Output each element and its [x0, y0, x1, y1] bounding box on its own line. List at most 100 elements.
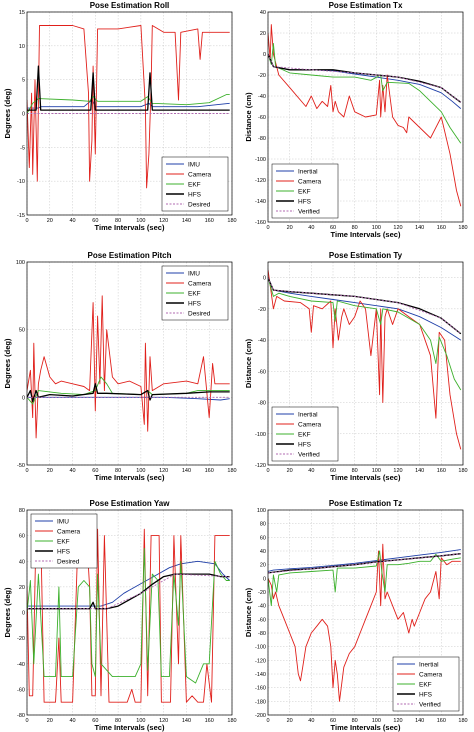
- chart-title: Pose Estimation Pitch: [87, 251, 171, 260]
- x-tick-label: 140: [415, 225, 424, 231]
- y-tick-label: -10: [17, 179, 25, 185]
- legend-label-desired: Desired: [188, 201, 211, 208]
- series-group: [268, 269, 462, 450]
- series-line-hfs: [27, 573, 230, 610]
- y-tick-label: -200: [255, 713, 266, 719]
- x-tick-label: 40: [308, 468, 314, 474]
- legend: IMU Camera EKF HFS Desired: [161, 156, 229, 212]
- y-tick-label: -100: [255, 432, 266, 438]
- y-tick-label: 50: [19, 328, 25, 334]
- legend-label-camera: Camera: [57, 528, 81, 535]
- legend-label-ekf: EKF: [188, 181, 201, 188]
- x-tick-label: 140: [182, 218, 191, 224]
- x-tick-label: 180: [458, 718, 467, 724]
- y-tick-label: -80: [17, 713, 25, 719]
- x-tick-label: 120: [393, 718, 402, 724]
- y-tick-label: 60: [19, 534, 25, 540]
- x-tick-label: 40: [69, 718, 75, 724]
- y-tick-label: 5: [22, 78, 25, 84]
- x-tick-label: 160: [437, 718, 446, 724]
- chart-title: Pose Estimation Ty: [329, 251, 403, 260]
- series-line-camera: [27, 528, 230, 703]
- x-tick-label: 160: [205, 218, 214, 224]
- plot-frame: [26, 261, 233, 466]
- legend-label-verified: Verified: [298, 451, 320, 458]
- legend-label-hfs: HFS: [188, 300, 202, 307]
- y-tick-label: -60: [258, 115, 266, 121]
- y-tick-label: 0: [22, 395, 25, 401]
- legend-label-imu: IMU: [57, 518, 69, 525]
- x-axis-label: Time Intervals (sec): [331, 723, 401, 732]
- series-line-camera: [268, 269, 462, 450]
- y-tick-label: -40: [258, 338, 266, 344]
- legend-label-imu: IMU: [188, 161, 200, 168]
- legend-label-hfs: HFS: [298, 441, 312, 448]
- y-axis-label: Distance (cm): [244, 587, 253, 637]
- y-tick-label: -60: [258, 617, 266, 623]
- y-tick-label: -40: [17, 662, 25, 668]
- x-tick-label: 120: [393, 225, 402, 231]
- legend-label-desired: Desired: [188, 310, 211, 317]
- series-line-ekf: [268, 43, 462, 144]
- y-tick-label: 40: [260, 549, 266, 555]
- x-tick-label: 60: [330, 225, 336, 231]
- x-tick-label: 20: [287, 468, 293, 474]
- legend-label-camera: Camera: [188, 171, 212, 178]
- y-tick-label: 80: [260, 522, 266, 528]
- y-tick-label: 15: [19, 10, 25, 16]
- legend-label-verified: Verified: [298, 208, 320, 215]
- chart-2: 0 20 40 60 80 100 120 140 160 180 -160 -140 -120 -100…: [244, 1, 468, 239]
- series-line-ekf: [27, 94, 230, 114]
- y-tick-label: 100: [257, 508, 266, 514]
- series-line-ekf: [268, 550, 461, 607]
- y-tick-label: -120: [255, 463, 266, 469]
- y-tick-label: 40: [19, 559, 25, 565]
- x-tick-label: 100: [136, 718, 145, 724]
- series-line-verified: [268, 277, 462, 335]
- x-axis-label: Time Intervals (sec): [95, 223, 165, 232]
- chart-1: 0 20 40 60 80 100 120 140 160 180 -15 -10 -5 0 5 10 15 Po…: [3, 1, 237, 232]
- legend-label-imu: IMU: [188, 270, 200, 277]
- y-tick-label: -20: [17, 636, 25, 642]
- y-tick-label: -80: [258, 136, 266, 142]
- legend-label-camera: Camera: [188, 280, 212, 287]
- y-tick-label: 0: [22, 611, 25, 617]
- legend-label-ekf: EKF: [298, 431, 311, 438]
- legend-label-camera: Camera: [298, 421, 322, 428]
- series-line-verified: [268, 553, 461, 574]
- x-tick-label: 0: [25, 468, 28, 474]
- x-tick-label: 160: [205, 718, 214, 724]
- x-tick-label: 180: [458, 225, 467, 231]
- y-tick-label: -100: [255, 645, 266, 651]
- x-tick-label: 20: [287, 718, 293, 724]
- legend-label-ekf: EKF: [188, 290, 201, 297]
- chart-title: Pose Estimation Roll: [90, 1, 170, 10]
- y-tick-label: -180: [255, 699, 266, 705]
- y-tick-label: -20: [258, 307, 266, 313]
- legend-label-hfs: HFS: [57, 548, 71, 555]
- y-tick-label: 80: [19, 508, 25, 514]
- y-tick-label: -20: [258, 590, 266, 596]
- plot-frame: [267, 11, 464, 223]
- x-tick-label: 180: [227, 218, 236, 224]
- legend-label-hfs: HFS: [419, 691, 433, 698]
- series-line-inertial: [268, 549, 461, 572]
- x-tick-label: 20: [47, 468, 53, 474]
- series-line-camera: [27, 295, 230, 439]
- legend-label-hfs: HFS: [188, 191, 202, 198]
- x-tick-label: 180: [227, 718, 236, 724]
- y-tick-label: -20: [258, 73, 266, 79]
- legend-label-verified: Verified: [419, 701, 441, 708]
- x-tick-label: 80: [352, 225, 358, 231]
- x-tick-label: 120: [159, 468, 168, 474]
- legend-label-camera: Camera: [298, 178, 322, 185]
- x-tick-label: 60: [330, 468, 336, 474]
- x-tick-label: 60: [92, 718, 98, 724]
- y-tick-label: -140: [255, 199, 266, 205]
- x-tick-label: 60: [92, 218, 98, 224]
- chart-title: Pose Estimation Yaw: [90, 499, 171, 508]
- y-tick-label: 10: [19, 44, 25, 50]
- legend-label-hfs: HFS: [298, 198, 312, 205]
